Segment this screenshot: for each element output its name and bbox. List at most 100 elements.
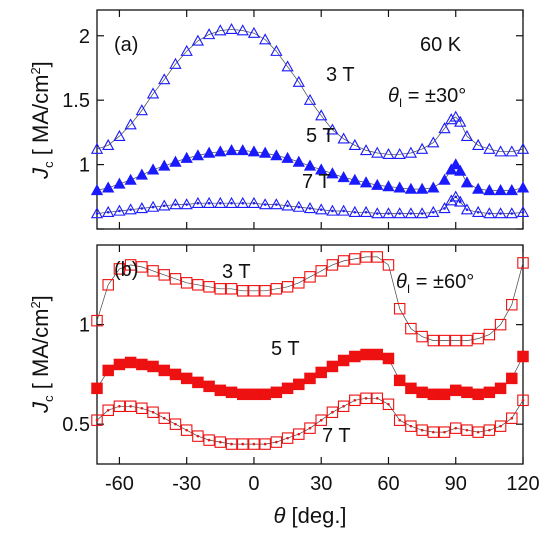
data-point-7-t-9-center: [196, 201, 200, 205]
data-point-3-t-7: [169, 273, 182, 285]
data-point-7-t-31: [438, 202, 451, 214]
data-point-5-t-9: [191, 149, 205, 161]
data-point-7-t-22-center: [342, 209, 345, 213]
series-7-t: [90, 190, 530, 219]
data-point-5-t-21: [326, 167, 339, 179]
data-point-3-t-8: [180, 277, 193, 289]
data-point-5-t-26: [382, 180, 395, 192]
data-point-7-t-21: [326, 204, 339, 216]
data-point-7-t-24: [360, 392, 372, 405]
x-tick-label-30: 30: [310, 473, 332, 495]
data-point-7-t-10: [203, 434, 215, 446]
x-label-unit: [deg.]: [285, 503, 346, 528]
data-point-5-t-33: [461, 386, 473, 399]
data-point-3-t-23: [349, 253, 361, 265]
data-point-3-t-32: [449, 334, 462, 347]
data-point-7-t-7-center: [174, 203, 177, 206]
data-point-3-t-34: [454, 115, 467, 127]
data-point-3-t-16: [270, 44, 283, 56]
panel-a-label: (a): [114, 34, 138, 56]
data-point-3-t-14: [247, 26, 261, 38]
data-point-7-t-35: [460, 203, 474, 215]
data-point-7-t-32-center: [454, 426, 458, 430]
data-point-7-t-11-center: [219, 201, 222, 205]
data-point-5-t-8: [180, 372, 193, 385]
series-line-3-t: [96, 28, 524, 155]
data-point-7-t-37-center: [510, 416, 514, 420]
panel-a-chart: 11.52 (a) 60 K θI = ±30° 3 T 5 T 7 T Jc …: [28, 9, 530, 230]
data-point-7-t-0: [91, 414, 103, 426]
data-point-7-t-30-center: [432, 210, 435, 214]
data-point-7-t-10-center: [207, 201, 211, 205]
data-point-7-t-29: [416, 424, 428, 436]
data-point-3-t-0: [91, 314, 103, 327]
data-point-3-t-13: [236, 24, 249, 36]
theta-symbol: θ: [396, 271, 407, 293]
panel-a-theta-annotation: θI = ±30°: [388, 85, 466, 110]
data-point-5-t-32: [449, 384, 462, 397]
data-point-7-t-21-center: [331, 410, 334, 414]
data-point-7-t-2: [113, 204, 126, 216]
data-point-7-t-6-center: [162, 204, 166, 208]
data-point-3-t-36: [472, 138, 485, 150]
data-point-7-t-22: [337, 204, 350, 216]
data-point-3-t-32: [445, 113, 458, 125]
data-point-3-t-9: [192, 279, 204, 291]
data-point-7-t-5-center: [151, 410, 155, 414]
y-tick-label-1: 1: [79, 155, 90, 177]
data-point-3-t-12: [225, 22, 238, 35]
data-point-7-t-22-center: [342, 404, 345, 408]
data-point-7-t-15: [259, 198, 272, 210]
data-point-3-t-12: [225, 283, 238, 295]
data-point-5-t-16: [270, 386, 283, 399]
data-point-3-t-15: [259, 33, 272, 45]
data-point-7-t-23-center: [353, 210, 357, 214]
data-point-7-t-14: [248, 438, 260, 450]
theta-subscript: I: [399, 96, 402, 110]
data-point-5-t-12: [225, 144, 238, 156]
data-point-3-t-21: [326, 259, 339, 271]
data-point-3-t-20: [315, 265, 327, 277]
data-point-5-t-7: [169, 155, 182, 167]
data-point-5-t-15: [259, 388, 271, 401]
y-tick-label-0-5: 0.5: [62, 414, 90, 436]
data-point-3-t-19: [303, 93, 317, 105]
data-point-5-t-10: [203, 380, 215, 393]
data-point-3-t-6: [158, 73, 171, 85]
data-point-7-t-28: [404, 207, 418, 219]
data-point-3-t-25: [371, 146, 384, 158]
data-point-3-t-26: [382, 147, 395, 159]
data-point-3-t-18: [292, 75, 305, 87]
data-point-7-t-35: [483, 424, 496, 436]
data-point-7-t-9: [192, 430, 204, 442]
data-point-7-t-38-center: [521, 398, 525, 402]
data-point-3-t-29: [415, 142, 429, 154]
data-point-5-t-1: [102, 181, 115, 193]
theta-value: = ±30°: [402, 85, 466, 107]
data-point-7-t-16: [270, 436, 283, 448]
data-point-7-t-14: [247, 196, 261, 208]
data-point-7-t-37: [506, 412, 518, 424]
panel-b-ticks: -60 -30 0 30 60 90 120 0.5 1: [62, 245, 540, 495]
data-point-3-t-36: [494, 318, 507, 331]
data-point-5-t-11: [214, 384, 227, 397]
panel-a-series: [90, 22, 530, 219]
data-point-5-t-10: [202, 146, 216, 158]
data-point-7-t-24: [359, 205, 373, 217]
series-7-t: [91, 392, 529, 450]
data-point-5-t-36: [494, 382, 507, 395]
data-point-3-t-30: [427, 334, 440, 347]
data-point-7-t-28-center: [409, 424, 413, 428]
data-point-7-t-3: [124, 203, 137, 215]
data-point-7-t-6: [158, 199, 171, 211]
data-point-5-t-14: [247, 145, 261, 157]
theta-value: = ±60°: [410, 271, 474, 293]
data-point-7-t-15-center: [263, 442, 267, 446]
data-point-5-t-30: [427, 388, 440, 401]
data-point-7-t-25: [371, 207, 384, 219]
data-point-7-t-26-center: [387, 212, 390, 215]
data-point-7-t-29-center: [420, 428, 424, 432]
data-point-7-t-5: [146, 200, 160, 212]
data-point-7-t-16: [270, 198, 283, 210]
panel-a-frame: [96, 9, 524, 230]
